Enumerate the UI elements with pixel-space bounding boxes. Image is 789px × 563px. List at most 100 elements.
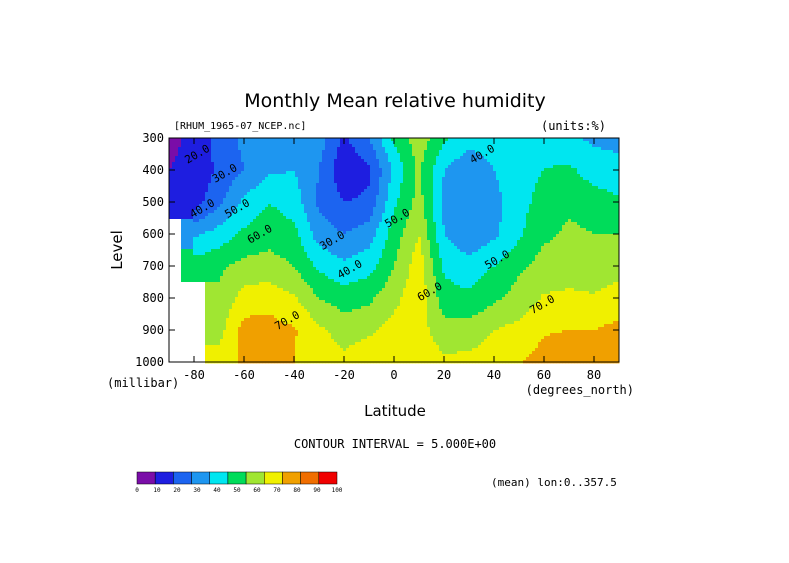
field-cell (490, 216, 494, 220)
field-cell (181, 204, 185, 208)
field-cell (454, 210, 458, 214)
field-cell (376, 147, 380, 151)
field-cell (187, 165, 191, 169)
field-cell (484, 234, 488, 238)
field-cell (199, 213, 203, 217)
field-cell (190, 141, 194, 145)
field-cell (208, 237, 212, 241)
field-cell (511, 216, 515, 220)
field-cell (259, 150, 263, 154)
field-cell (385, 150, 389, 154)
field-cell (439, 192, 443, 196)
field-cell (496, 195, 500, 199)
field-cell (448, 141, 452, 145)
field-cell (424, 171, 428, 175)
field-cell (256, 138, 260, 142)
field-cell (388, 231, 392, 235)
field-cell (256, 192, 260, 196)
field-cell (268, 222, 272, 226)
field-cell (364, 162, 368, 166)
field-cell (385, 177, 389, 181)
field-cell (187, 234, 191, 238)
field-cell (418, 225, 422, 229)
field-cell (238, 159, 242, 163)
field-cell (439, 204, 443, 208)
field-cell (472, 210, 476, 214)
field-cell (424, 216, 428, 220)
field-cell (259, 213, 263, 217)
field-cell (232, 174, 236, 178)
field-cell (247, 231, 251, 235)
field-cell (610, 225, 614, 229)
field-cell (259, 144, 263, 148)
field-cell (328, 150, 332, 154)
field-cell (319, 144, 323, 148)
field-cell (550, 138, 554, 142)
field-cell (487, 201, 491, 205)
field-cell (244, 216, 248, 220)
field-cell (271, 156, 275, 160)
field-cell (607, 144, 611, 148)
field-cell (235, 156, 239, 160)
field-cell (247, 174, 251, 178)
field-cell (373, 195, 377, 199)
field-cell (592, 153, 596, 157)
field-cell (538, 189, 542, 193)
field-cell (187, 225, 191, 229)
field-cell (607, 177, 611, 181)
field-cell (469, 174, 473, 178)
field-cell (412, 141, 416, 145)
field-cell (484, 138, 488, 142)
field-cell (274, 150, 278, 154)
field-cell (268, 159, 272, 163)
field-cell (397, 216, 401, 220)
field-cell (529, 192, 533, 196)
field-cell (277, 204, 281, 208)
field-cell (388, 195, 392, 199)
field-cell (343, 225, 347, 229)
field-cell (484, 231, 488, 235)
field-cell (187, 153, 191, 157)
file-label: [RHUM_1965-07_NCEP.nc] (174, 121, 306, 132)
field-cell (370, 231, 374, 235)
field-cell (499, 138, 503, 142)
field-cell (475, 183, 479, 187)
field-cell (382, 192, 386, 196)
field-cell (277, 147, 281, 151)
field-cell (400, 150, 404, 154)
field-cell (544, 153, 548, 157)
field-cell (265, 159, 269, 163)
field-cell (220, 207, 224, 211)
field-cell (499, 225, 503, 229)
field-cell (388, 183, 392, 187)
field-cell (415, 210, 419, 214)
field-cell (472, 213, 476, 217)
field-cell (505, 225, 509, 229)
field-cell (550, 168, 554, 172)
field-cell (481, 204, 485, 208)
field-cell (520, 150, 524, 154)
field-cell (319, 147, 323, 151)
field-cell (400, 171, 404, 175)
field-cell (178, 180, 182, 184)
field-cell (268, 168, 272, 172)
field-cell (235, 213, 239, 217)
field-cell (541, 183, 545, 187)
field-cell (355, 159, 359, 163)
field-cell (235, 150, 239, 154)
field-cell (211, 225, 215, 229)
field-cell (439, 162, 443, 166)
field-cell (223, 183, 227, 187)
field-cell (523, 165, 527, 169)
field-cell (493, 228, 497, 232)
field-cell (406, 183, 410, 187)
field-cell (589, 192, 593, 196)
field-cell (595, 141, 599, 145)
field-cell (448, 189, 452, 193)
field-cell (229, 234, 233, 238)
field-cell (568, 213, 572, 217)
field-cell (304, 204, 308, 208)
field-cell (499, 153, 503, 157)
field-cell (424, 180, 428, 184)
field-cell (325, 183, 329, 187)
